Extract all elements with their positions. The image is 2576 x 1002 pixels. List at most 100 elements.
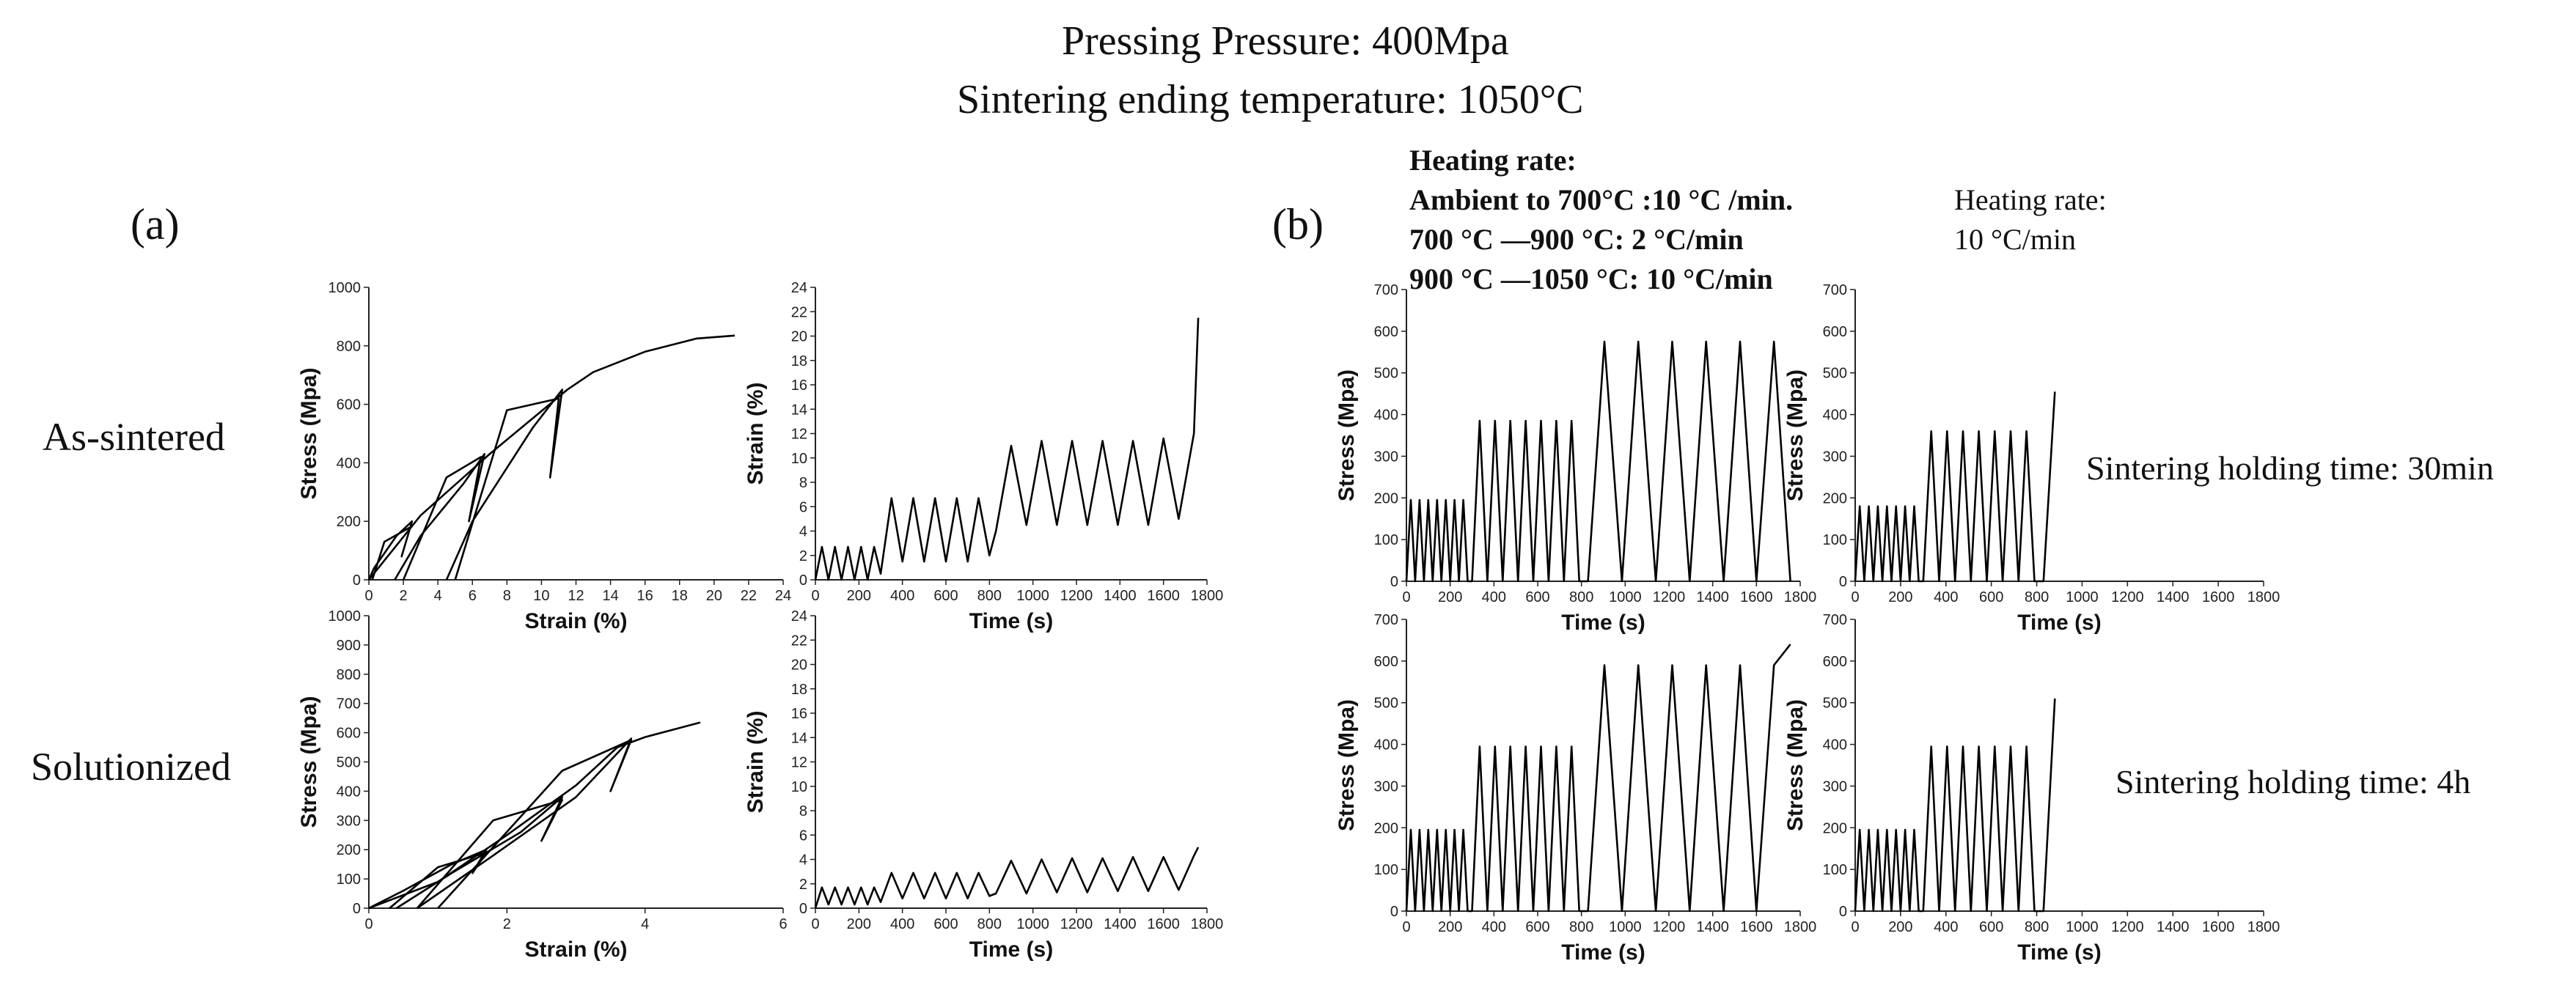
x-tick-label: 800	[1569, 589, 1593, 605]
x-tick-label: 16	[637, 588, 653, 604]
y-tick-label: 500	[1823, 366, 1847, 382]
y-tick-label: 0	[1839, 904, 1847, 920]
y-tick-label: 8	[799, 475, 807, 491]
x-tick-label: 1400	[1104, 588, 1137, 604]
series-loop-1	[367, 520, 414, 581]
y-tick-label: 1000	[329, 280, 362, 296]
x-tick-label: 600	[1525, 919, 1549, 935]
y-tick-label: 200	[1374, 490, 1398, 506]
y-tick-label: 400	[1823, 408, 1847, 424]
x-tick-label: 1000	[2066, 919, 2099, 935]
x-tick-label: 600	[1525, 589, 1549, 605]
x-tick-label: 1600	[1147, 916, 1180, 932]
x-tick-label: 0	[364, 916, 373, 932]
x-tick-label: 20	[706, 588, 722, 604]
x-tick-label: 1800	[1784, 589, 1817, 605]
x-tick-label: 6	[779, 916, 787, 932]
x-tick-label: 14	[602, 588, 618, 604]
x-tick-label: 1800	[1191, 588, 1224, 604]
heating-left-line-4: 900 °C —1050 °C: 10 °C/min	[1409, 262, 1773, 295]
x-tick-label: 400	[1934, 589, 1958, 605]
x-tick-label: 1200	[1060, 588, 1093, 604]
x-tick-label: 800	[2025, 589, 2049, 605]
y-tick-label: 1000	[329, 608, 362, 625]
x-tick-label: 1400	[2157, 589, 2190, 605]
y-tick-label: 700	[1823, 282, 1847, 298]
title-line-2: Sintering ending temperature: 1050°C	[957, 77, 1584, 122]
series-loop-1	[368, 848, 488, 910]
chart-b1: 0 200 400 600 800 1000 1200 1400 1600 1800 0 100 200…	[1335, 282, 1816, 635]
y-axis-label: Strain (%)	[744, 382, 768, 485]
y-tick-label: 20	[791, 657, 807, 674]
x-tick-label: 0	[811, 588, 819, 604]
series-stress	[1405, 340, 1791, 583]
y-tick-label: 500	[1374, 696, 1398, 712]
x-tick-label: 1400	[2157, 919, 2190, 935]
holding-time-note-30min: Sintering holding time: 30min	[2086, 449, 2494, 487]
series-stress	[1854, 391, 2056, 583]
y-tick-label: 100	[1374, 862, 1398, 878]
x-tick-label: 800	[977, 916, 1002, 932]
y-tick-label: 100	[1823, 862, 1847, 878]
x-tick-label: 18	[672, 588, 688, 604]
x-tick-label: 1400	[1696, 919, 1729, 935]
y-tick-label: 700	[1374, 282, 1398, 298]
y-tick-label: 12	[791, 427, 807, 443]
x-tick-label: 600	[1979, 919, 2003, 935]
x-tick-label: 1800	[2247, 919, 2280, 935]
heating-left-line-1: Heating rate:	[1409, 144, 1577, 177]
x-tick-label: 200	[847, 588, 871, 604]
y-axis-label: Strain (%)	[744, 710, 768, 813]
y-tick-label: 200	[337, 514, 361, 530]
x-tick-label: 0	[1402, 589, 1410, 605]
x-tick-label: 2	[503, 916, 511, 932]
y-tick-label: 100	[337, 872, 361, 888]
y-tick-label: 100	[1823, 532, 1847, 548]
y-tick-label: 0	[353, 901, 361, 917]
y-tick-label: 300	[337, 813, 361, 829]
y-tick-label: 22	[791, 304, 807, 320]
x-tick-label: 1800	[1191, 916, 1224, 932]
y-tick-label: 400	[1374, 408, 1398, 424]
y-tick-label: 300	[1374, 778, 1398, 795]
y-tick-label: 12	[791, 755, 807, 771]
heating-left-line-3: 700 °C —900 °C: 2 °C/min	[1409, 223, 1744, 256]
x-tick-label: 6	[469, 588, 477, 604]
y-tick-label: 200	[1374, 820, 1398, 836]
y-tick-label: 800	[337, 667, 361, 683]
panel-a-label: (a)	[131, 200, 180, 248]
x-tick-label: 1000	[1016, 916, 1049, 932]
x-tick-label: 1200	[1060, 916, 1093, 932]
x-tick-label: 600	[933, 916, 958, 932]
y-tick-label: 0	[799, 901, 807, 917]
y-tick-label: 600	[1823, 324, 1847, 340]
x-tick-label: 1000	[1609, 919, 1642, 935]
x-tick-label: 8	[503, 588, 511, 604]
series-strain	[814, 847, 1200, 909]
chart-a3: 0 2 4 6 0 100 200 300 400 500 600 700 800 900 1000 Stra…	[297, 608, 788, 962]
x-tick-label: 800	[1569, 919, 1593, 935]
y-tick-label: 600	[1374, 654, 1398, 670]
x-tick-label: 1200	[1653, 589, 1686, 605]
x-tick-label: 0	[1851, 589, 1859, 605]
y-tick-label: 400	[1374, 737, 1398, 754]
y-tick-label: 10	[791, 451, 807, 467]
x-tick-label: 10	[533, 588, 549, 604]
y-axis-label: Stress (Mpa)	[1335, 699, 1359, 831]
y-tick-label: 900	[337, 638, 361, 654]
series-strain	[814, 317, 1200, 581]
x-tick-label: 400	[1482, 589, 1506, 605]
x-tick-label: 0	[1851, 919, 1859, 935]
y-tick-label: 22	[791, 633, 807, 649]
y-tick-label: 700	[1823, 612, 1847, 628]
y-tick-label: 200	[1823, 490, 1847, 506]
x-tick-label: 1800	[1784, 919, 1817, 935]
x-tick-label: 1600	[1740, 919, 1773, 935]
x-axis-label: Time (s)	[1561, 611, 1645, 635]
x-tick-label: 22	[741, 588, 757, 604]
x-tick-label: 200	[847, 916, 871, 932]
x-axis-label: Time (s)	[969, 609, 1053, 633]
x-tick-label: 1400	[1104, 916, 1137, 932]
x-axis-label: Strain (%)	[524, 609, 627, 633]
y-tick-label: 0	[799, 572, 807, 589]
